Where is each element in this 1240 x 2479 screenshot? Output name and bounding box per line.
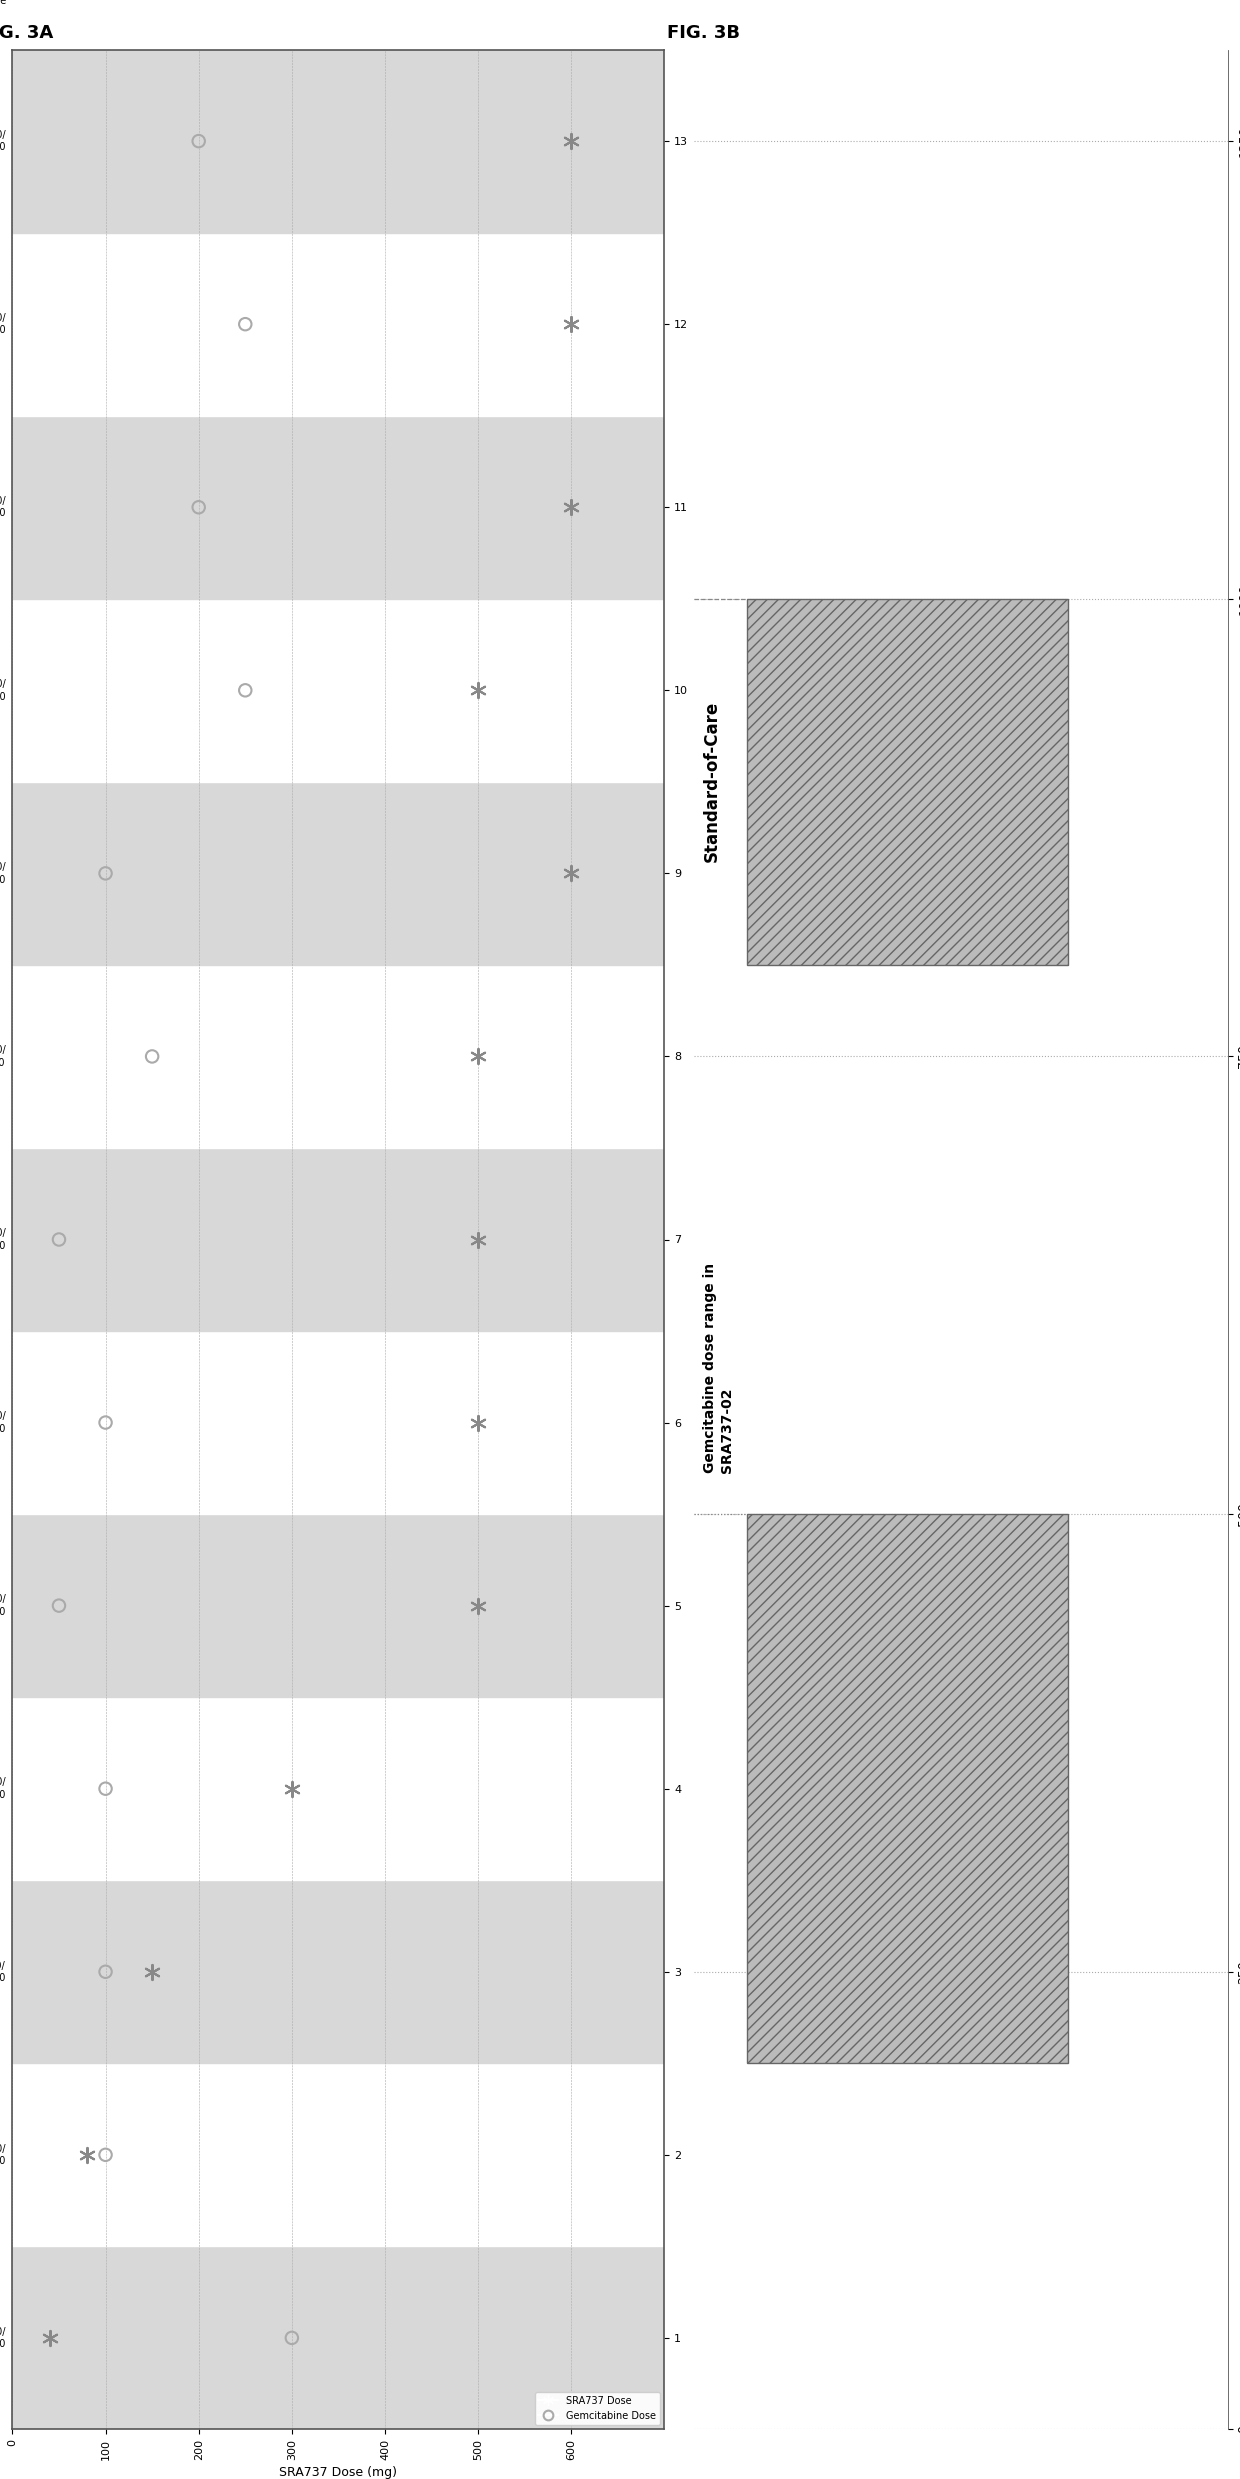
Text: 80/
100: 80/ 100 [0, 2144, 6, 2167]
Bar [748, 600, 1068, 964]
Point [77, 2134, 97, 2174]
Point [40, 2318, 60, 2358]
Bar [12, 1515, 665, 1698]
Bar [748, 1515, 1068, 2063]
Text: 500/
50: 500/ 50 [0, 1227, 6, 1252]
Bar [12, 1879, 665, 2063]
Text: 600/
200: 600/ 200 [0, 129, 6, 151]
Point [562, 488, 582, 528]
Point [143, 1951, 162, 1991]
Point [188, 488, 208, 528]
Point [95, 1770, 115, 1810]
Point [469, 1587, 489, 1626]
Bar [12, 2246, 665, 2429]
Text: 500/
100: 500/ 100 [0, 1411, 6, 1433]
Point [562, 305, 582, 345]
Point [236, 305, 255, 345]
Bar [12, 781, 665, 964]
Bar [12, 416, 665, 600]
Text: 600/
100: 600/ 100 [0, 863, 6, 885]
Point [95, 853, 115, 892]
Text: Gemcitabine dose range in
SRA737-02: Gemcitabine dose range in SRA737-02 [703, 1262, 734, 1473]
Text: FIG. 3A: FIG. 3A [0, 25, 53, 42]
Point [50, 1587, 69, 1626]
Bar [12, 50, 665, 233]
Point [469, 669, 489, 709]
Point [236, 669, 255, 709]
X-axis label: SRA737 Dose (mg): SRA737 Dose (mg) [279, 2467, 398, 2479]
Bar [12, 1698, 665, 1879]
Bar [12, 1148, 665, 1331]
Text: Standard-of-Care: Standard-of-Care [703, 702, 720, 863]
Text: 500/
250: 500/ 250 [0, 679, 6, 702]
Point [562, 853, 582, 892]
Text: 300/
100: 300/ 100 [0, 1777, 6, 1800]
Point [469, 1220, 489, 1259]
Text: 40/
300: 40/ 300 [0, 2328, 6, 2350]
Text: 600/
250: 600/ 250 [0, 312, 6, 335]
Point [281, 1770, 301, 1810]
Bar [12, 2063, 665, 2246]
Bar [12, 600, 665, 781]
Text: FIG. 3B: FIG. 3B [667, 25, 740, 42]
Text: 600/
200: 600/ 200 [0, 496, 6, 518]
Bar [12, 233, 665, 416]
Text: 500/
50: 500/ 50 [0, 1594, 6, 1616]
Point [143, 1036, 162, 1076]
Point [95, 1403, 115, 1443]
Point [95, 1951, 115, 1991]
Point [188, 121, 208, 161]
Point [469, 1036, 489, 1076]
Point [50, 1220, 69, 1259]
Bar [12, 1331, 665, 1515]
Point [562, 121, 582, 161]
Text: SRA737/
Gem dose: SRA737/ Gem dose [0, 0, 6, 5]
Bar [12, 964, 665, 1148]
Point [469, 1403, 489, 1443]
Point [281, 2318, 301, 2358]
Y-axis label: Cohort: Cohort [692, 1220, 706, 1259]
Text: 150/
100: 150/ 100 [0, 1961, 6, 1983]
Point [95, 2134, 115, 2174]
Text: 500/
150: 500/ 150 [0, 1046, 6, 1068]
Legend: SRA737 Dose, Gemcitabine Dose: SRA737 Dose, Gemcitabine Dose [534, 2392, 660, 2424]
